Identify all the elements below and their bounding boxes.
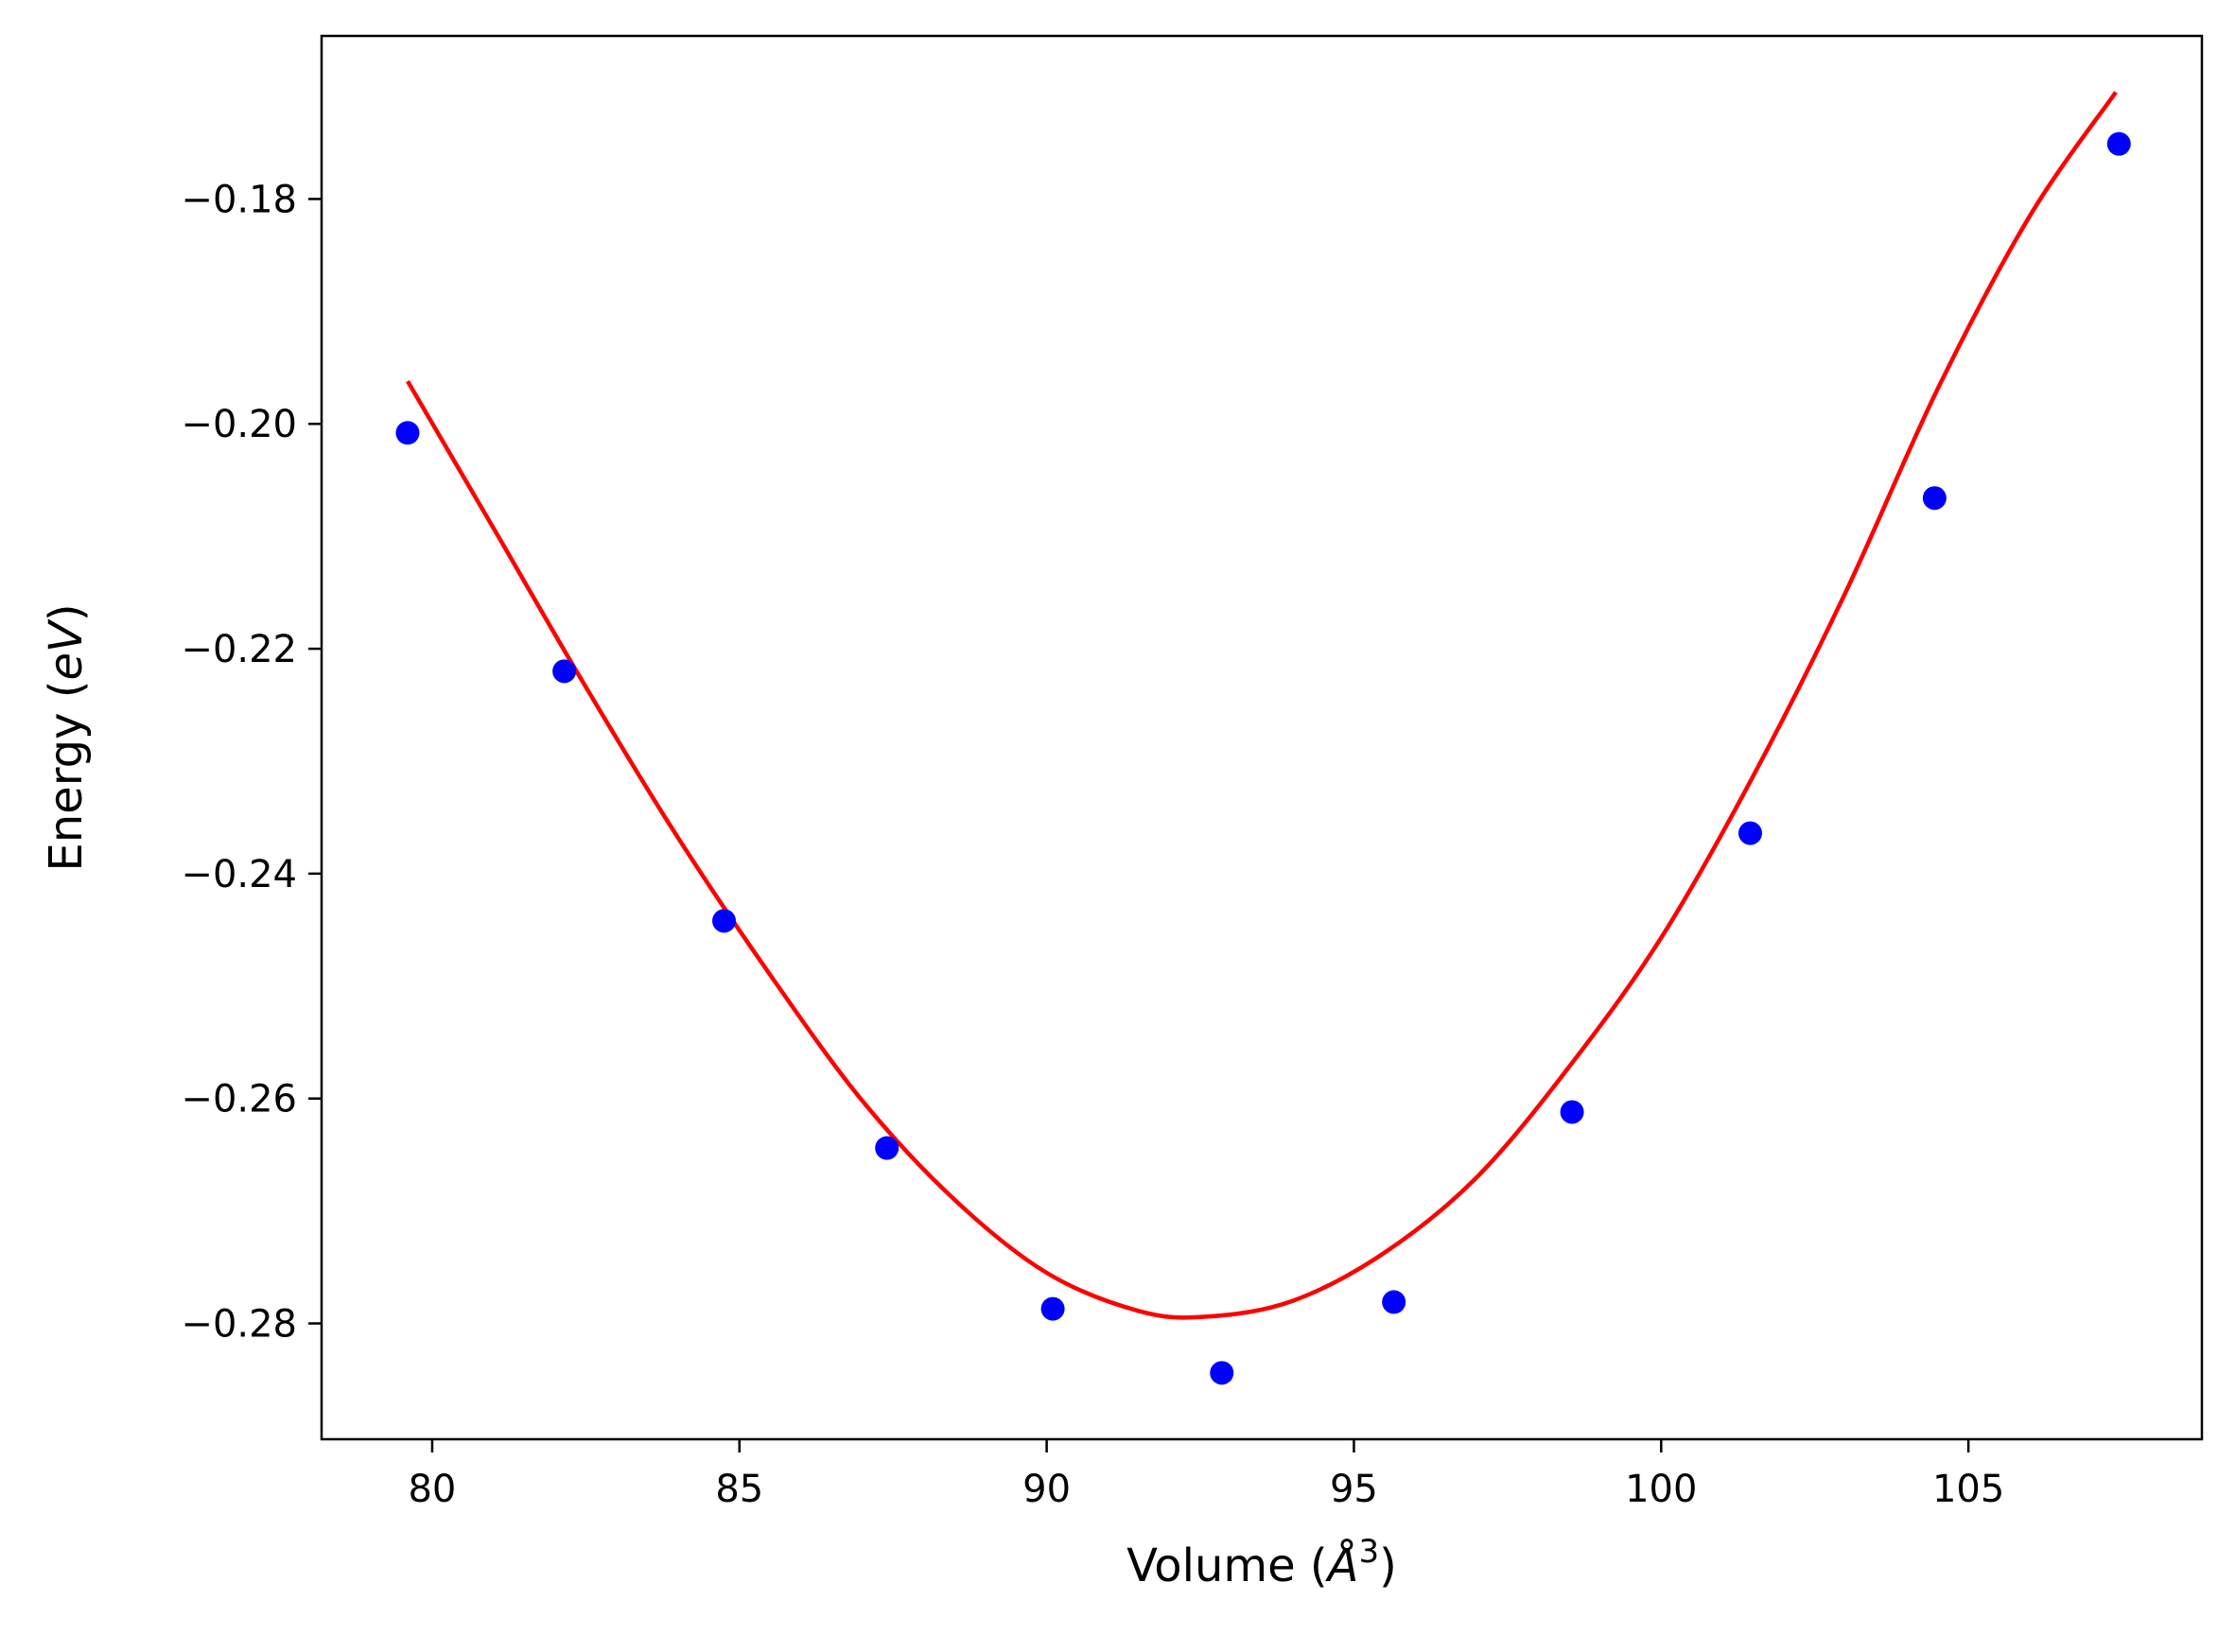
x-axis-label: Volume (Å3) [1126,1533,1397,1592]
data-point [552,659,577,684]
y-tick-label: −0.28 [181,1303,297,1347]
data-point [875,1136,899,1160]
data-point [2106,131,2131,156]
data-point [1382,1290,1406,1314]
y-tick-label: −0.20 [181,403,297,446]
x-tick-label: 105 [1932,1468,2004,1511]
data-point [395,421,420,445]
data-point [1737,821,1762,845]
ticks: 80 85 90 95 100 105 −0.28 −0.26 −0.24 −0.22 −0.20 −… [181,178,2004,1511]
data-point [712,909,737,933]
y-tick-label: −0.26 [181,1078,297,1122]
x-tick-label: 85 [715,1468,763,1511]
data-point [1922,486,1947,511]
data-point [1560,1100,1584,1124]
plot-area [395,91,2131,1385]
y-tick-label: −0.18 [181,178,297,221]
x-tick-label: 80 [408,1468,456,1511]
data-point [1040,1296,1065,1321]
x-tick-label: 90 [1022,1468,1071,1511]
y-tick-label: −0.24 [181,853,297,896]
data-point [1210,1361,1234,1385]
y-axis-label: Energy (eV) [40,603,93,871]
axes-frame [320,34,2204,1441]
x-tick-label: 95 [1330,1468,1378,1511]
y-tick-label: −0.22 [181,628,297,671]
fit-curve-line [406,91,2118,1320]
x-tick-label: 100 [1625,1468,1697,1511]
